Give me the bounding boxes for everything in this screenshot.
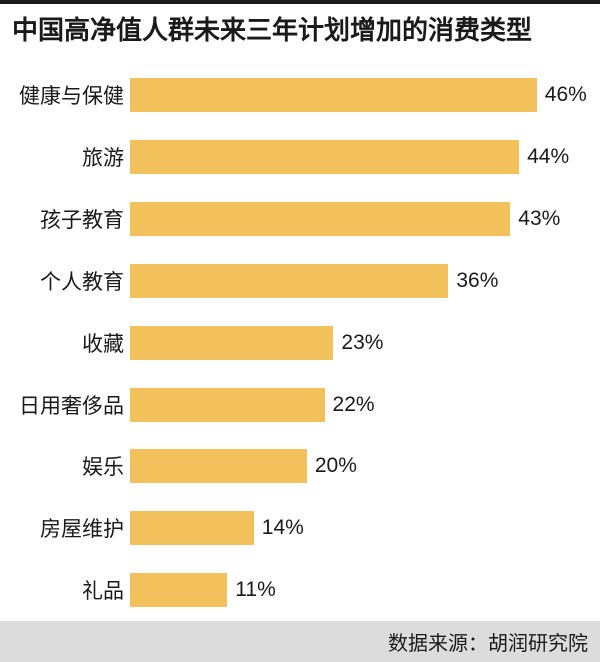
bar-fill bbox=[130, 140, 519, 174]
bar-fill bbox=[130, 78, 537, 112]
bar-value: 44% bbox=[519, 145, 569, 169]
bar-row: 日用奢侈品 22% bbox=[0, 380, 582, 430]
bar-label: 旅游 bbox=[0, 142, 130, 172]
bar-label: 房屋维护 bbox=[0, 513, 130, 543]
bar-label: 孩子教育 bbox=[0, 204, 130, 234]
bar-value: 43% bbox=[510, 207, 560, 231]
bar-row: 礼品 11% bbox=[0, 565, 582, 615]
chart-title: 中国高净值人群未来三年计划增加的消费类型 bbox=[12, 14, 588, 47]
bar-track: 23% bbox=[130, 326, 582, 360]
source-strip: 数据来源：胡润研究院 bbox=[0, 621, 600, 662]
bar-track: 22% bbox=[130, 388, 582, 422]
source-text: 数据来源：胡润研究院 bbox=[388, 633, 588, 655]
bar-row: 收藏 23% bbox=[0, 318, 582, 368]
bar-label: 娱乐 bbox=[0, 451, 130, 481]
bar-label: 个人教育 bbox=[0, 266, 130, 296]
bar-row: 房屋维护 14% bbox=[0, 503, 582, 553]
bar-fill bbox=[130, 573, 227, 607]
bar-fill bbox=[130, 202, 510, 236]
bar-track: 20% bbox=[130, 449, 582, 483]
bar-value: 46% bbox=[537, 83, 587, 107]
title-block: 中国高净值人群未来三年计划增加的消费类型 bbox=[0, 0, 600, 59]
bar-fill bbox=[130, 449, 307, 483]
bar-label: 健康与保健 bbox=[0, 80, 130, 110]
bar-row: 个人教育 36% bbox=[0, 256, 582, 306]
bar-fill bbox=[130, 264, 448, 298]
bar-value: 20% bbox=[307, 454, 357, 478]
bar-value: 36% bbox=[448, 269, 498, 293]
bar-label: 礼品 bbox=[0, 575, 130, 605]
bar-value: 11% bbox=[227, 578, 275, 602]
bar-track: 11% bbox=[130, 573, 582, 607]
bar-label: 收藏 bbox=[0, 328, 130, 358]
bar-row: 娱乐 20% bbox=[0, 441, 582, 491]
bars-area: 健康与保健46%旅游44%孩子教育43%个人教育36%收藏23%日用奢侈品22%… bbox=[0, 59, 600, 622]
bar-row: 旅游 44% bbox=[0, 132, 582, 182]
bar-value: 23% bbox=[333, 331, 383, 355]
bar-row: 孩子教育 43% bbox=[0, 194, 582, 244]
bar-value: 14% bbox=[254, 516, 304, 540]
bar-value: 22% bbox=[325, 393, 375, 417]
hbar-chart: 中国高净值人群未来三年计划增加的消费类型 健康与保健46%旅游44%孩子教育43… bbox=[0, 0, 600, 662]
bar-track: 36% bbox=[130, 264, 582, 298]
bar-track: 46% bbox=[130, 78, 582, 112]
bar-fill bbox=[130, 511, 254, 545]
bar-label: 日用奢侈品 bbox=[0, 390, 130, 420]
bar-track: 43% bbox=[130, 202, 582, 236]
bar-track: 44% bbox=[130, 140, 582, 174]
bar-fill bbox=[130, 388, 325, 422]
bar-fill bbox=[130, 326, 333, 360]
bar-row: 健康与保健46% bbox=[0, 70, 582, 120]
bar-track: 14% bbox=[130, 511, 582, 545]
